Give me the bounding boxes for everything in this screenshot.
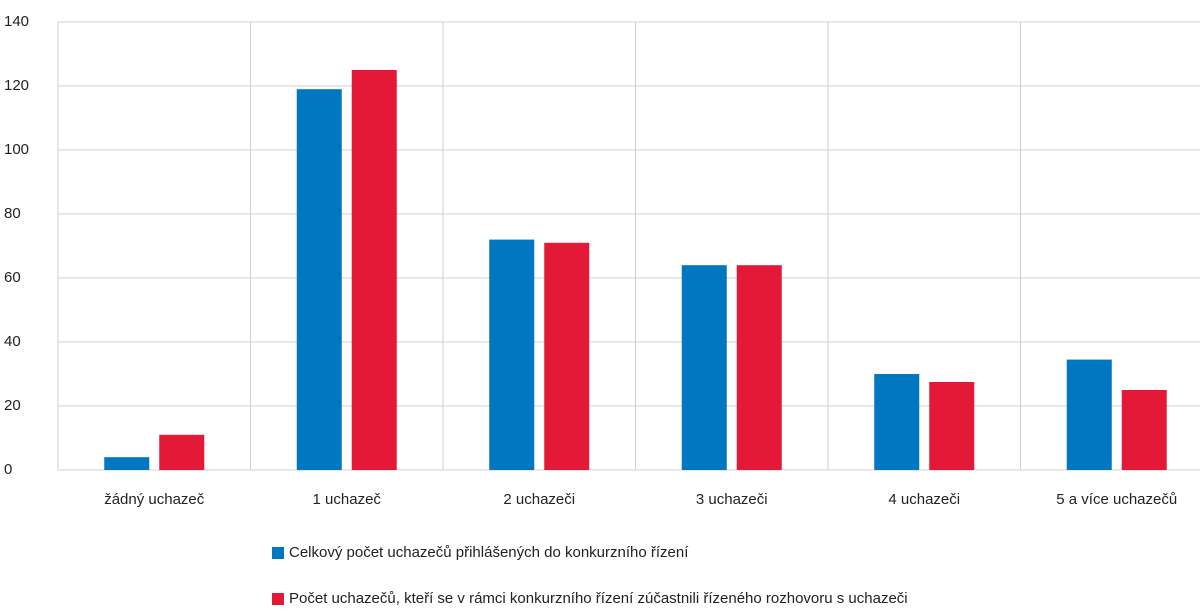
y-tick-label: 0: [4, 461, 12, 478]
bar: [544, 242, 590, 470]
legend-label: Celkový počet uchazečů přihlášených do k…: [289, 544, 689, 561]
x-tick-label: 1 uchazeč: [313, 491, 382, 508]
bar: [351, 70, 397, 470]
x-tick-label: 3 uchazeči: [696, 491, 768, 508]
x-tick-label: 5 a více uchazečů: [1056, 491, 1177, 508]
y-tick-label: 20: [4, 397, 21, 414]
y-tick-label: 120: [4, 77, 29, 94]
bar: [159, 434, 205, 470]
y-tick-label: 140: [4, 13, 29, 30]
y-tick-label: 80: [4, 205, 21, 222]
bar: [681, 265, 727, 470]
bar: [874, 374, 920, 470]
legend-label: Počet uchazečů, kteří se v rámci konkurz…: [289, 590, 908, 607]
y-tick-label: 100: [4, 141, 29, 158]
x-tick-label: žádný uchazeč: [104, 491, 205, 508]
x-tick-label: 2 uchazeči: [503, 491, 575, 508]
bar: [736, 265, 782, 470]
bar: [1066, 359, 1112, 470]
bar: [104, 457, 150, 470]
legend-swatch: [272, 547, 284, 559]
x-tick-label: 4 uchazeči: [888, 491, 960, 508]
bar: [489, 239, 535, 470]
y-tick-label: 40: [4, 333, 21, 350]
y-tick-label: 60: [4, 269, 21, 286]
bar: [296, 89, 342, 470]
bar: [929, 382, 975, 470]
bar: [1121, 390, 1167, 470]
legend-swatch: [272, 593, 284, 605]
